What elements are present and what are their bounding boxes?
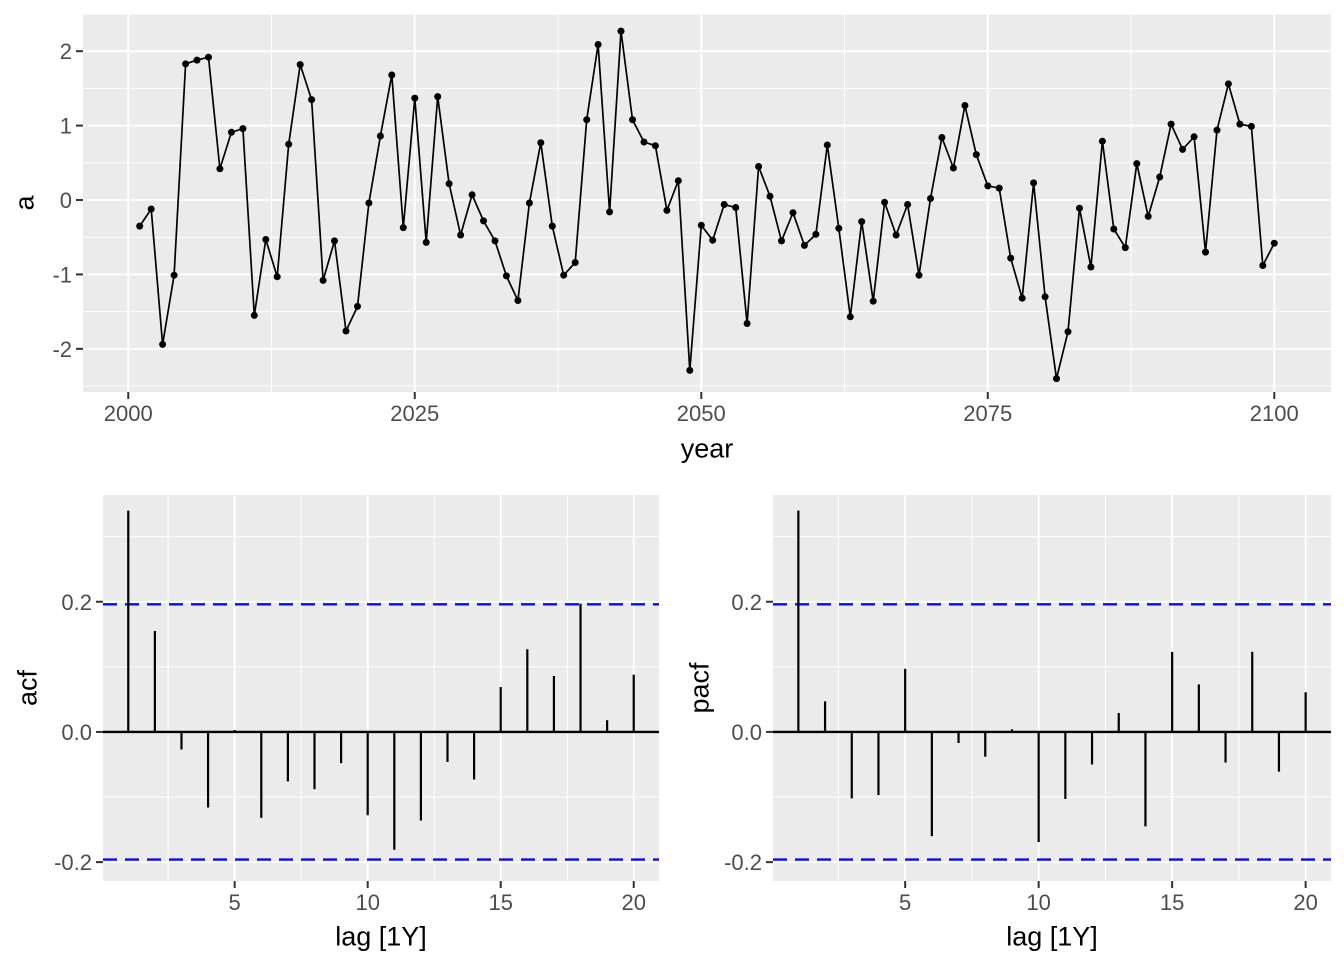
timeseries-plot: 2000 2025 2050 2075 2100 -2 -1 0 1 2	[52, 13, 1331, 426]
svg-text:2100: 2100	[1250, 401, 1299, 426]
svg-text:-0.2: -0.2	[724, 850, 762, 875]
svg-text:2025: 2025	[390, 401, 439, 426]
timeseries-x-axis-title: year	[680, 433, 734, 464]
svg-text:1: 1	[60, 114, 72, 139]
timeseries-y-axis-title: a	[9, 195, 40, 211]
svg-text:15: 15	[488, 890, 512, 915]
svg-text:0.0: 0.0	[61, 720, 92, 745]
svg-text:2075: 2075	[963, 401, 1012, 426]
svg-text:20: 20	[1293, 890, 1317, 915]
pacf-plot: 5 10 15 20 -0.2 0.0 0.2	[724, 495, 1331, 915]
svg-text:2: 2	[60, 39, 72, 64]
acf-y-axis-title: acf	[12, 669, 43, 707]
svg-text:20: 20	[621, 890, 645, 915]
svg-text:-2: -2	[52, 337, 72, 362]
svg-text:-0.2: -0.2	[54, 850, 92, 875]
svg-text:15: 15	[1160, 890, 1184, 915]
svg-text:2050: 2050	[677, 401, 726, 426]
svg-text:5: 5	[899, 890, 911, 915]
svg-text:0.2: 0.2	[731, 590, 762, 615]
svg-text:10: 10	[355, 890, 379, 915]
svg-text:0: 0	[60, 188, 72, 213]
svg-text:0.2: 0.2	[61, 590, 92, 615]
acf-x-axis-title: lag [1Y]	[335, 921, 427, 952]
svg-text:10: 10	[1026, 890, 1050, 915]
pacf-x-axis-title: lag [1Y]	[1006, 921, 1098, 952]
acf-plot: 5 10 15 20 -0.2 0.0 0.2	[54, 495, 659, 915]
svg-text:0.0: 0.0	[731, 720, 762, 745]
svg-text:5: 5	[229, 890, 241, 915]
pacf-y-axis-title: pacf	[684, 662, 715, 714]
svg-text:-1: -1	[52, 262, 72, 287]
svg-text:2000: 2000	[104, 401, 153, 426]
